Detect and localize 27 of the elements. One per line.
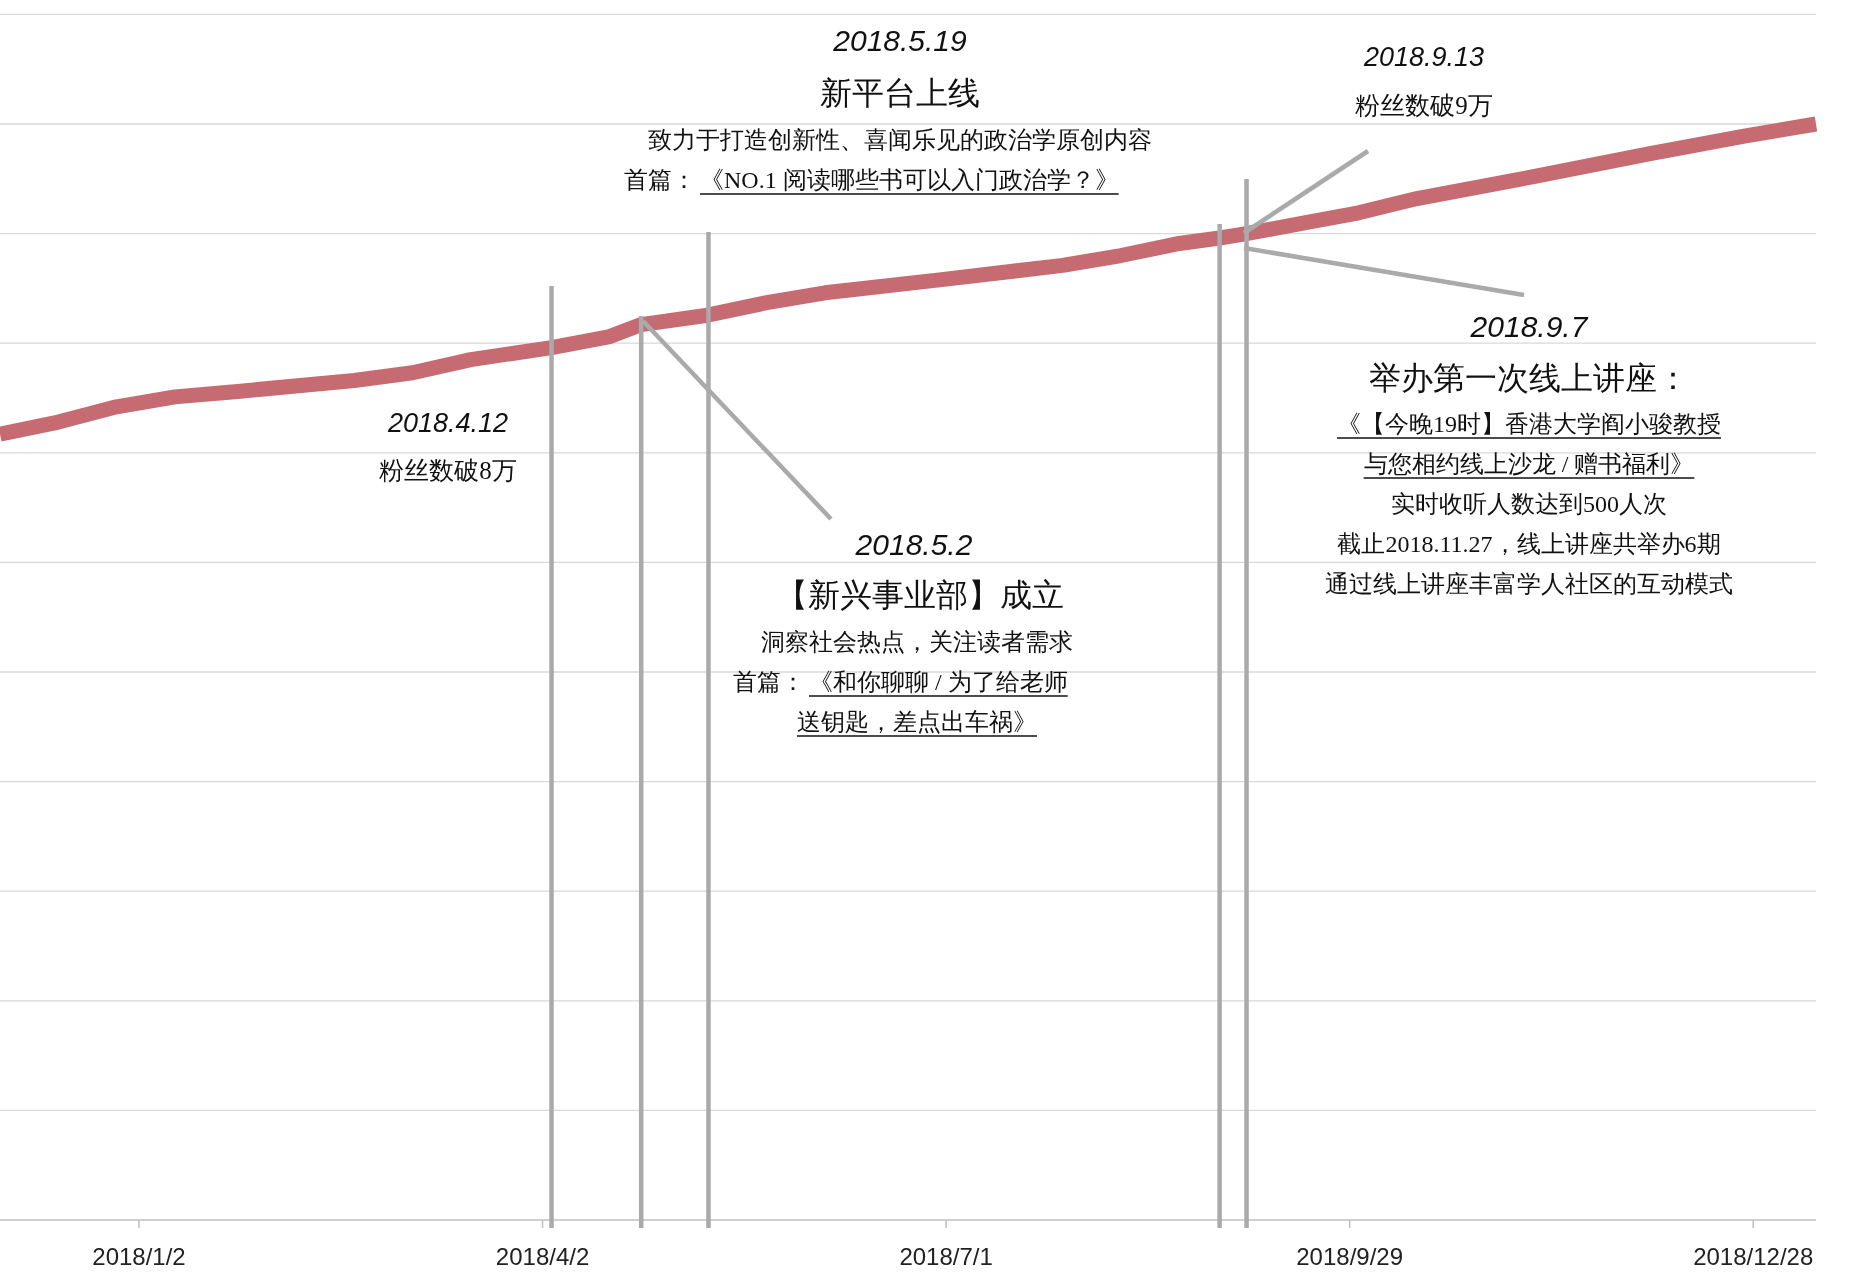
annotation: 送钥匙，差点出车祸》 xyxy=(797,709,1037,735)
annotation: 【新兴事业部】成立 xyxy=(776,577,1064,613)
annotation: 洞察社会热点，关注读者需求 xyxy=(761,629,1073,655)
annotation: 与您相约线上沙龙 / 赠书福利》 xyxy=(1363,451,1695,477)
x-tick-label: 2018/9/29 xyxy=(1296,1243,1404,1270)
x-tick-label: 2018/1/2 xyxy=(92,1243,186,1270)
annotation: 《和你聊聊 / 为了给老师 xyxy=(809,669,1068,695)
x-tick-label: 2018/7/1 xyxy=(899,1243,993,1270)
x-tick-label: 2018/12/28 xyxy=(1693,1243,1814,1270)
annotation: 通过线上讲座丰富学人社区的互动模式 xyxy=(1325,571,1733,597)
annotation: 《【今晚19时】香港大学阎小骏教授 xyxy=(1337,411,1721,437)
text: 新平台上线 xyxy=(820,75,980,111)
annotation: 首篇： xyxy=(624,167,696,193)
annotation: 2018.5.2 xyxy=(854,528,973,561)
text: 粉丝数破9万 xyxy=(1355,92,1493,119)
annotation: 《NO.1 阅读哪些书可以入门政治学？》 xyxy=(700,167,1119,193)
annotation: 2018.9.7 xyxy=(1469,310,1589,343)
annotation: 粉丝数破8万 xyxy=(379,457,517,484)
annotation: 举办第一次线上讲座： xyxy=(1369,360,1689,396)
annotation: 截止2018.11.27，线上讲座共举办6期 xyxy=(1337,531,1721,557)
x-tick-label: 2018/4/2 xyxy=(495,1243,590,1270)
annotation: 首篇： xyxy=(733,669,805,695)
text: 2018.5.19 xyxy=(832,24,968,57)
annotation: 致力于打造创新性、喜闻乐见的政治学原创内容 xyxy=(648,127,1152,153)
text: 2018.9.13 xyxy=(1362,42,1485,72)
annotation: 2018.4.12 xyxy=(386,408,509,438)
annotation: 实时收听人数达到500人次 xyxy=(1391,491,1667,517)
